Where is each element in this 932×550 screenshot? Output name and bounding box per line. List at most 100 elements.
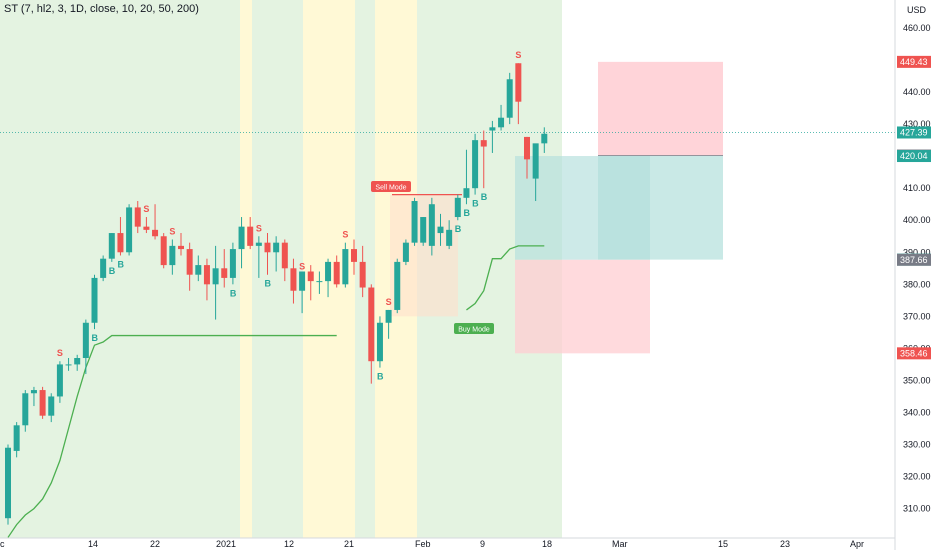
sell-signal: S bbox=[515, 50, 521, 60]
candle-body bbox=[82, 322, 89, 359]
x-tick-label: 12 bbox=[284, 539, 294, 549]
sell-signal: S bbox=[169, 226, 175, 236]
y-tick-label: 400.00 bbox=[903, 215, 931, 225]
sell-signal: S bbox=[143, 204, 149, 214]
candle-body bbox=[437, 226, 444, 234]
candle-body bbox=[351, 249, 357, 262]
price-tag bbox=[897, 126, 931, 139]
price-tag bbox=[897, 55, 931, 68]
sell-signal: S bbox=[342, 230, 348, 240]
buy-signal: B bbox=[463, 208, 470, 218]
candle-body bbox=[195, 265, 202, 275]
x-tick-label: Feb bbox=[415, 539, 431, 549]
candle-body bbox=[281, 242, 288, 269]
x-tick-label: 2021 bbox=[216, 539, 236, 549]
candle-body bbox=[255, 242, 262, 246]
candle-body bbox=[212, 268, 219, 285]
y-tick-label: 390.00 bbox=[903, 247, 931, 257]
candle-body bbox=[428, 204, 435, 246]
buy-signal: B bbox=[92, 333, 99, 343]
y-tick-label: 440.00 bbox=[903, 87, 931, 97]
x-tick-label: Mar bbox=[612, 539, 628, 549]
sell-mode-badge bbox=[371, 181, 411, 192]
currency-label: USD bbox=[907, 5, 927, 15]
candle-body bbox=[385, 309, 392, 323]
candle-body bbox=[342, 249, 349, 285]
candle-body bbox=[541, 133, 548, 144]
price-axis bbox=[895, 0, 932, 550]
candle-body bbox=[411, 201, 418, 243]
candle-body bbox=[247, 226, 254, 246]
candle-body bbox=[143, 226, 150, 230]
candle-body bbox=[316, 281, 323, 283]
sell-mode-label: Sell Mode bbox=[375, 185, 406, 192]
candle-body bbox=[299, 271, 306, 291]
short-stop-zone bbox=[515, 259, 650, 354]
candle-body bbox=[368, 287, 375, 362]
y-tick-label: 430.00 bbox=[903, 119, 931, 129]
candle-body bbox=[203, 265, 210, 285]
price-tag bbox=[897, 150, 931, 163]
candle-body bbox=[307, 271, 314, 282]
candle-body bbox=[454, 197, 461, 218]
x-tick-label: Apr bbox=[850, 539, 864, 549]
price-tag-label: 420.04 bbox=[900, 151, 928, 161]
y-tick-label: 340.00 bbox=[903, 407, 931, 417]
long-target-zone bbox=[598, 61, 723, 156]
y-tick-label: 310.00 bbox=[903, 504, 931, 514]
candle-body bbox=[65, 364, 72, 366]
buy-signal: B bbox=[455, 224, 462, 234]
candle-body bbox=[186, 249, 193, 275]
neutral-band bbox=[240, 0, 252, 538]
candle-body bbox=[108, 233, 115, 259]
y-tick-label: 460.00 bbox=[903, 23, 931, 33]
sell-signal: S bbox=[386, 297, 392, 307]
candle-body bbox=[524, 136, 530, 160]
candle-body bbox=[169, 245, 176, 266]
buy-mode-badge bbox=[454, 323, 494, 334]
sell-signal: S bbox=[57, 348, 63, 358]
price-tag bbox=[897, 347, 931, 360]
candle-body bbox=[134, 207, 141, 227]
candle-body bbox=[5, 447, 11, 519]
indicator-title[interactable]: ST (7, hl2, 3, 1D, close, 10, 20, 50, 20… bbox=[4, 3, 199, 15]
candle-body bbox=[463, 188, 470, 198]
candle-body bbox=[178, 245, 184, 250]
candle-body bbox=[74, 358, 81, 365]
candle-body bbox=[394, 261, 401, 310]
candle-body bbox=[152, 229, 159, 237]
candle-body bbox=[480, 140, 487, 147]
candle-body bbox=[100, 258, 107, 278]
candle-body bbox=[325, 261, 332, 282]
candle-body bbox=[506, 79, 513, 118]
x-tick-label: c bbox=[0, 539, 5, 549]
supertrend-line-up bbox=[466, 245, 545, 311]
price-tag-label: 427.39 bbox=[900, 127, 928, 137]
candle-body bbox=[532, 143, 539, 179]
y-tick-label: 350.00 bbox=[903, 375, 931, 385]
candle-body bbox=[446, 229, 453, 246]
x-tick-label: 15 bbox=[718, 539, 728, 549]
buy-signal: B bbox=[472, 199, 479, 209]
candle-body bbox=[472, 140, 479, 189]
candle-body bbox=[264, 242, 271, 253]
buy-mode-label: Buy Mode bbox=[458, 327, 490, 334]
sell-signal: S bbox=[299, 262, 305, 272]
y-tick-label: 380.00 bbox=[903, 279, 931, 289]
sell-zone-shade bbox=[390, 194, 458, 317]
supertrend-line bbox=[7, 334, 337, 538]
price-tag-label: 387.66 bbox=[900, 255, 928, 265]
candle-body bbox=[290, 268, 297, 291]
x-tick-label: 18 bbox=[542, 539, 552, 549]
candle-body bbox=[13, 425, 20, 451]
candle-body bbox=[420, 217, 427, 243]
candle-body bbox=[126, 207, 133, 253]
candle-body bbox=[30, 390, 37, 394]
buy-signal: B bbox=[481, 192, 488, 202]
x-tick-label: 9 bbox=[480, 539, 485, 549]
y-tick-label: 370.00 bbox=[903, 311, 931, 321]
candle-body bbox=[238, 226, 245, 250]
candle-body bbox=[48, 396, 55, 416]
buy-signal: B bbox=[117, 259, 124, 269]
